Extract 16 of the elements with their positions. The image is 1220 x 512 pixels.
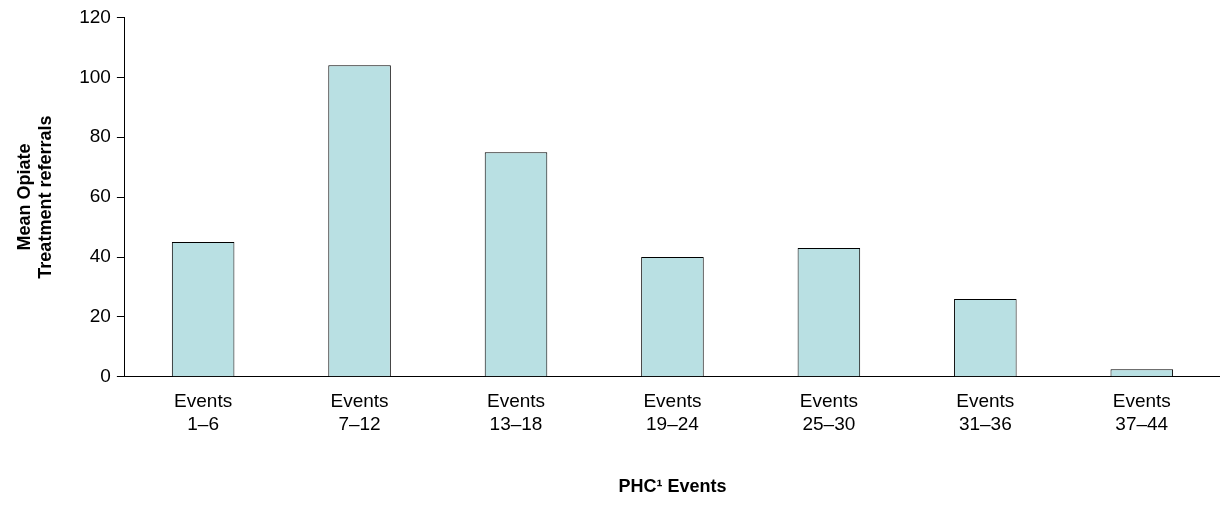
y-axis-title: Mean Opiate Treatment referrals — [13, 115, 56, 279]
x-axis-title: PHC¹ Events — [618, 476, 727, 497]
x-tick-label: Events 31–36 — [956, 390, 1015, 435]
y-tick-label: 40 — [89, 245, 111, 267]
x-tick-label: Events 13–18 — [486, 390, 546, 435]
y-tick-label: 120 — [79, 5, 111, 27]
y-tick-label: 80 — [89, 125, 111, 147]
x-tick-label: Events 1–6 — [174, 390, 233, 435]
x-tick-label: Events 37–44 — [1112, 390, 1171, 435]
x-tick-label: Events 25–30 — [799, 390, 858, 435]
y-tick-label: 60 — [89, 185, 111, 207]
x-tick-label: Events 7–12 — [330, 390, 389, 435]
y-tick-label: 100 — [79, 65, 111, 87]
y-tick-label: 20 — [89, 305, 111, 327]
y-tick-label: 0 — [100, 365, 111, 387]
x-tick-label: Events 19–24 — [643, 390, 702, 435]
